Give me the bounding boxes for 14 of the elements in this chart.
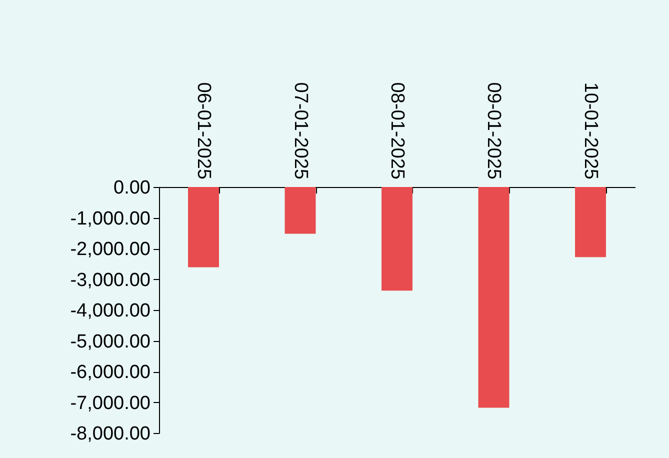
y-tick-label: -5,000.00 — [70, 331, 150, 352]
y-tick-label: -1,000.00 — [70, 208, 150, 230]
y-tick-label: -6,000.00 — [70, 362, 150, 383]
x-tick-label: 09-01-2025 — [483, 82, 504, 180]
y-tick-label: -2,000.00 — [70, 239, 150, 260]
x-tick-label: 07-01-2025 — [290, 82, 311, 180]
x-tick-label: 06-01-2025 — [193, 82, 214, 180]
y-tick-label: -8,000.00 — [70, 424, 150, 444]
y-tick-label: -4,000.00 — [70, 300, 150, 322]
x-tick-label: 08-01-2025 — [386, 82, 408, 180]
y-tick-label: 0.00 — [114, 178, 150, 198]
y-tick-label: -7,000.00 — [70, 392, 150, 414]
x-tick-label: 10-01-2025 — [580, 82, 601, 180]
y-tick-label: -3,000.00 — [70, 270, 150, 291]
